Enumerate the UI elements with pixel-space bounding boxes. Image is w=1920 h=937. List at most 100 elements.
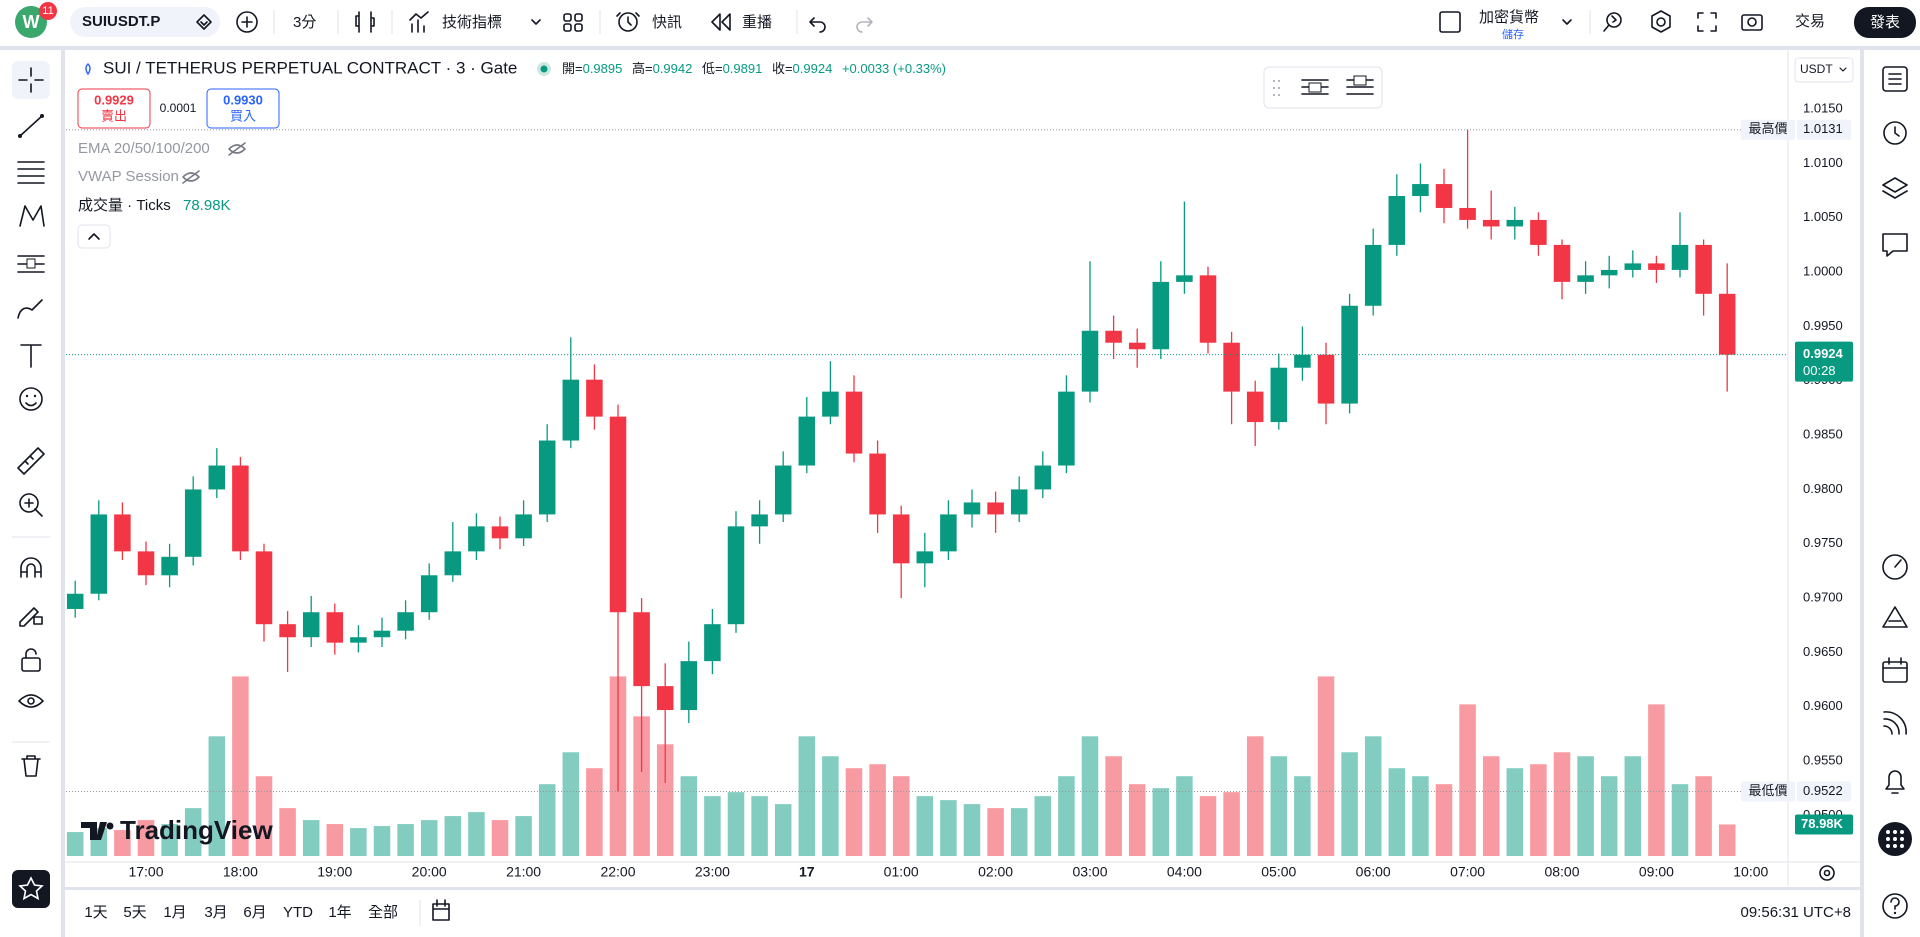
volume-bar <box>822 756 839 856</box>
hidden-icon[interactable] <box>182 170 200 184</box>
candle-body <box>1577 275 1594 282</box>
study-name: VWAP Session <box>78 168 179 185</box>
range-button[interactable]: 1年 <box>328 904 351 921</box>
help-icon[interactable] <box>1882 893 1908 919</box>
trade-button[interactable]: 交易 <box>1795 12 1825 30</box>
compare-button-part <box>241 16 253 28</box>
chat-icon[interactable] <box>1882 233 1908 257</box>
lock-tool[interactable] <box>21 648 41 672</box>
range-button[interactable]: 6月 <box>243 904 266 921</box>
screenshot-button[interactable] <box>1741 14 1763 31</box>
currency-selector[interactable]: USDT <box>1794 57 1854 83</box>
volume-bar <box>1128 784 1146 856</box>
crosshair-tool[interactable] <box>12 61 50 99</box>
trend-line-tool[interactable] <box>18 114 44 138</box>
range-button[interactable]: 全部 <box>368 904 398 921</box>
volume-study-name: 成交量 · Ticks <box>78 196 171 214</box>
fullscreen-button[interactable] <box>1697 12 1717 32</box>
notifications-icon[interactable] <box>1885 770 1905 794</box>
symbol-search[interactable]: SUIUSDT.P <box>70 7 220 37</box>
layers-icon[interactable] <box>1882 177 1908 199</box>
screenshot-button-part <box>1747 17 1757 27</box>
watchlist-star[interactable] <box>12 870 50 908</box>
calendar-icon[interactable] <box>1882 657 1908 683</box>
x-tick-label: 02:00 <box>978 864 1013 880</box>
products-icon[interactable] <box>1878 822 1912 856</box>
range-button[interactable]: 5天 <box>123 904 146 921</box>
candle-body <box>420 575 438 613</box>
icon-tool[interactable] <box>19 387 43 411</box>
alerts-button[interactable]: 快訊 <box>616 12 682 32</box>
clock[interactable]: 09:56:31 UTC+8 <box>1741 904 1852 921</box>
volume-bar <box>373 826 391 856</box>
range-button[interactable]: YTD <box>283 904 313 921</box>
text-tool[interactable] <box>20 344 42 368</box>
chat-icon-part <box>1882 233 1908 257</box>
hidden-icon[interactable] <box>228 142 246 156</box>
candle-body <box>1058 391 1075 466</box>
templates-button-part <box>563 13 572 22</box>
pattern-tool[interactable] <box>19 205 45 227</box>
settings-button[interactable] <box>1651 10 1671 33</box>
volume-bar <box>1199 796 1217 856</box>
icon-tool-part <box>25 394 29 398</box>
magnet-tool[interactable] <box>20 557 42 578</box>
avatar[interactable]: W 11 <box>15 2 57 38</box>
gauge-icon-part <box>1882 554 1908 580</box>
range-button[interactable]: 1天 <box>84 904 107 921</box>
candle-body <box>1388 196 1406 245</box>
brush-tool[interactable] <box>17 299 43 319</box>
watchlist-icon[interactable] <box>1882 66 1908 92</box>
forecast-tool[interactable] <box>17 255 45 273</box>
templates-button[interactable] <box>563 13 583 32</box>
candle-body <box>1317 354 1335 404</box>
products-icon-part-part <box>1900 837 1904 841</box>
indicators-button[interactable]: 技術指標 <box>409 11 541 33</box>
quick-search-button[interactable] <box>1603 12 1622 32</box>
zoom-tool[interactable] <box>19 493 43 517</box>
replay-button[interactable]: 重播 <box>711 13 772 31</box>
y-tick-label: 0.9650 <box>1803 644 1843 659</box>
alerts-icon[interactable] <box>1883 121 1907 145</box>
watchlist-icon-part <box>1888 73 1902 85</box>
visibility-tool[interactable] <box>18 694 44 708</box>
candle-body <box>1530 219 1547 245</box>
interval[interactable]: 3分 <box>293 14 316 31</box>
candle-body <box>633 612 650 687</box>
buy-button[interactable]: 0.9930 買入 <box>206 88 280 129</box>
ohlc-value: 0.9924 <box>793 61 833 76</box>
collapse-legend-part <box>77 224 111 249</box>
sell-button[interactable]: 0.9929 賣出 <box>77 88 151 129</box>
measure-tool[interactable] <box>17 447 45 475</box>
products-icon-part <box>1886 830 1904 848</box>
fib-tool[interactable] <box>17 161 45 184</box>
range-button[interactable]: 1月 <box>163 904 186 921</box>
volume-bar <box>1412 776 1429 856</box>
compare-button[interactable] <box>236 11 258 33</box>
chart-type-button[interactable] <box>355 11 375 33</box>
candle-body <box>656 686 674 711</box>
volume-bar <box>1459 704 1476 856</box>
ideas-icon[interactable] <box>1882 606 1908 628</box>
candle-body <box>279 624 296 638</box>
volume-bar <box>161 824 178 856</box>
undo-button[interactable] <box>809 17 826 33</box>
collapse-legend[interactable] <box>77 224 111 249</box>
products-icon-part-part <box>1886 830 1890 834</box>
stream-icon[interactable] <box>1883 711 1907 735</box>
lock-drawing-tool[interactable] <box>19 607 43 627</box>
floating-toolbar[interactable] <box>1263 66 1383 109</box>
go-to-date[interactable] <box>432 899 450 921</box>
volume-bar <box>1105 756 1122 856</box>
publish-button[interactable]: 發表 <box>1854 7 1916 38</box>
range-button[interactable]: 3月 <box>204 904 227 921</box>
candle-body <box>350 637 367 643</box>
settings-button-part <box>1656 17 1666 27</box>
axis-settings[interactable] <box>1819 865 1835 881</box>
layout-button[interactable]: 加密貨幣 儲存 <box>1439 8 1572 41</box>
y-tick-label: 0.9800 <box>1803 481 1843 496</box>
redo-button[interactable] <box>856 17 873 33</box>
gauge-icon[interactable] <box>1882 554 1908 580</box>
candlestick-chart: 0.95000.95500.96000.96500.97000.97500.98… <box>66 101 1853 880</box>
delete-tool[interactable] <box>21 755 41 777</box>
